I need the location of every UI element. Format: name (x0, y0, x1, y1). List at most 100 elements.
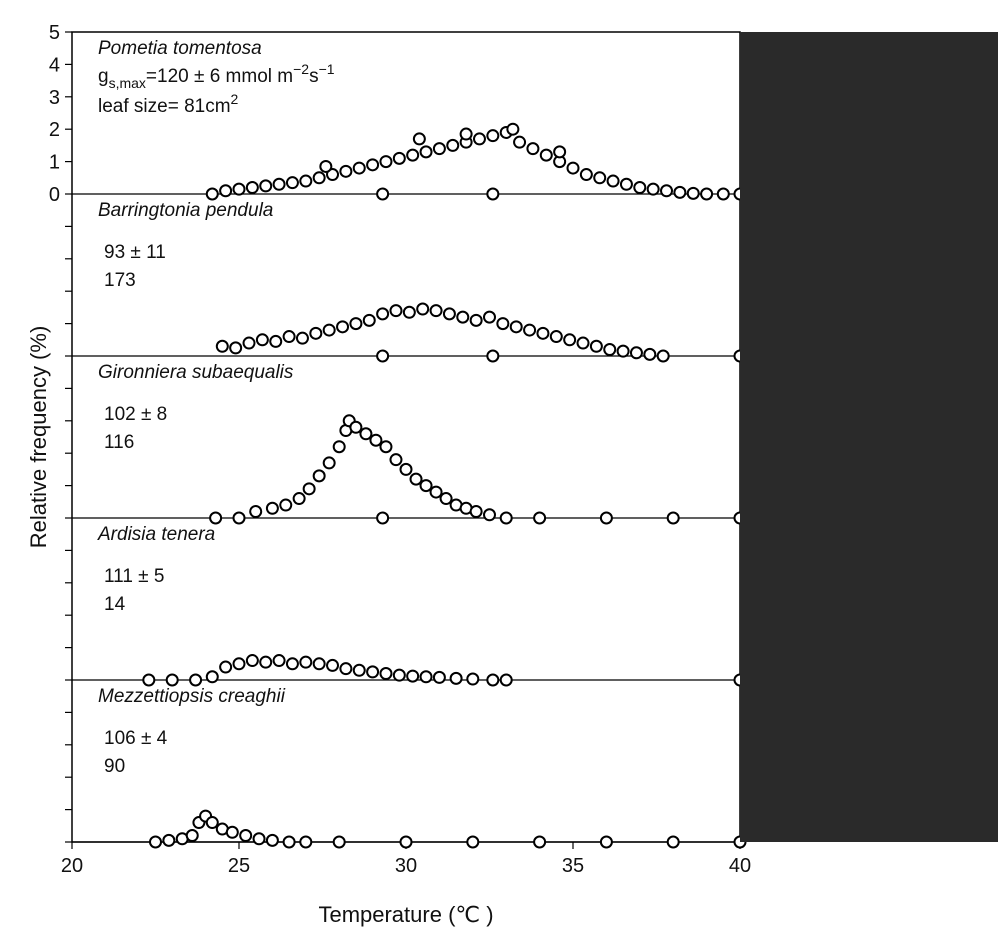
data-point (506, 122, 520, 136)
data-point (189, 673, 203, 687)
data-point (416, 302, 430, 316)
data-point (359, 427, 373, 441)
data-point (616, 344, 630, 358)
x-tick-label: 40 (729, 855, 751, 877)
data-point (249, 505, 263, 519)
species-label: Mezzettiopsis creaghii (98, 686, 286, 707)
gs-base: g (98, 66, 109, 87)
data-point (406, 669, 420, 683)
data-point (419, 670, 433, 684)
data-point (509, 320, 523, 334)
data-point (379, 440, 393, 454)
data-point (339, 662, 353, 676)
data-point (483, 310, 496, 324)
data-point (242, 336, 256, 350)
data-point (265, 833, 279, 847)
data-point (252, 832, 266, 846)
data-point (272, 177, 286, 191)
data-point (442, 307, 456, 321)
data-point (349, 420, 363, 434)
data-point (225, 825, 239, 839)
data-point (295, 331, 309, 345)
data-point (299, 835, 313, 849)
leaf-photo-strip (740, 32, 998, 842)
x-tick-label: 25 (228, 855, 250, 877)
species-label: Ardisia tenera (97, 524, 215, 545)
data-point (399, 462, 413, 476)
data-point (302, 482, 316, 496)
data-point (419, 145, 433, 159)
data-point (499, 511, 513, 525)
data-point (285, 657, 299, 671)
data-point (579, 168, 593, 182)
data-point (299, 655, 313, 669)
leaf-size-value: 90 (104, 756, 125, 777)
data-point (232, 511, 246, 525)
data-point (209, 511, 223, 525)
gs-sup-1: −2 (293, 61, 309, 77)
data-point (279, 498, 293, 512)
data-point (700, 187, 714, 201)
x-axis: 20 25 30 35 40 (61, 842, 751, 877)
data-point (469, 313, 483, 327)
data-point (219, 184, 233, 198)
data-point (326, 168, 340, 182)
data-point (439, 492, 453, 506)
data-point (643, 347, 657, 361)
y-tick-label: 2 (49, 119, 60, 141)
data-point (406, 148, 420, 162)
data-point (269, 334, 283, 348)
data-point (205, 816, 219, 830)
data-point (589, 339, 603, 353)
data-point (466, 835, 480, 849)
data-point (392, 151, 406, 165)
data-point (292, 492, 306, 506)
data-point (376, 307, 390, 321)
data-point (563, 333, 577, 347)
data-point (429, 304, 443, 318)
data-point (366, 158, 380, 172)
data-point (259, 655, 273, 669)
data-point (533, 835, 547, 849)
leaf-size-text: leaf size= 81cm (98, 96, 231, 117)
leaf-photo-3 (740, 356, 998, 518)
y-tick-label: 0 (49, 184, 60, 206)
data-point (402, 305, 416, 319)
data-point (265, 501, 279, 515)
data-point (656, 349, 670, 363)
data-point (646, 182, 660, 196)
data-point (312, 657, 326, 671)
data-point (352, 161, 366, 175)
data-point (392, 668, 406, 682)
leaf-photo-2 (740, 194, 998, 356)
data-point (486, 349, 500, 363)
data-point (379, 155, 393, 169)
data-point (352, 663, 366, 677)
data-point (149, 835, 162, 849)
data-point (456, 310, 470, 324)
x-axis-title: Temperature (℃ ) (318, 902, 493, 927)
gs-sub: s,max (109, 75, 146, 91)
plot-frame (71, 31, 741, 843)
data-point (162, 833, 176, 847)
species-label: Barringtonia pendula (98, 200, 273, 221)
data-point (666, 835, 680, 849)
data-point (299, 174, 313, 188)
data-point (349, 317, 363, 331)
y-tick-label: 4 (49, 54, 60, 76)
data-points (142, 122, 747, 849)
data-point (245, 654, 259, 668)
data-point (285, 176, 299, 190)
data-point (432, 142, 446, 156)
data-point (309, 326, 323, 340)
data-point (376, 187, 390, 201)
gs-value: =120 ± 6 mmol m (146, 66, 293, 87)
data-point (185, 829, 199, 843)
data-point (389, 304, 403, 318)
data-point (312, 171, 326, 185)
data-point (339, 164, 353, 178)
data-point (496, 317, 510, 331)
leaf-size-value: 14 (104, 594, 126, 615)
data-point (432, 670, 446, 684)
